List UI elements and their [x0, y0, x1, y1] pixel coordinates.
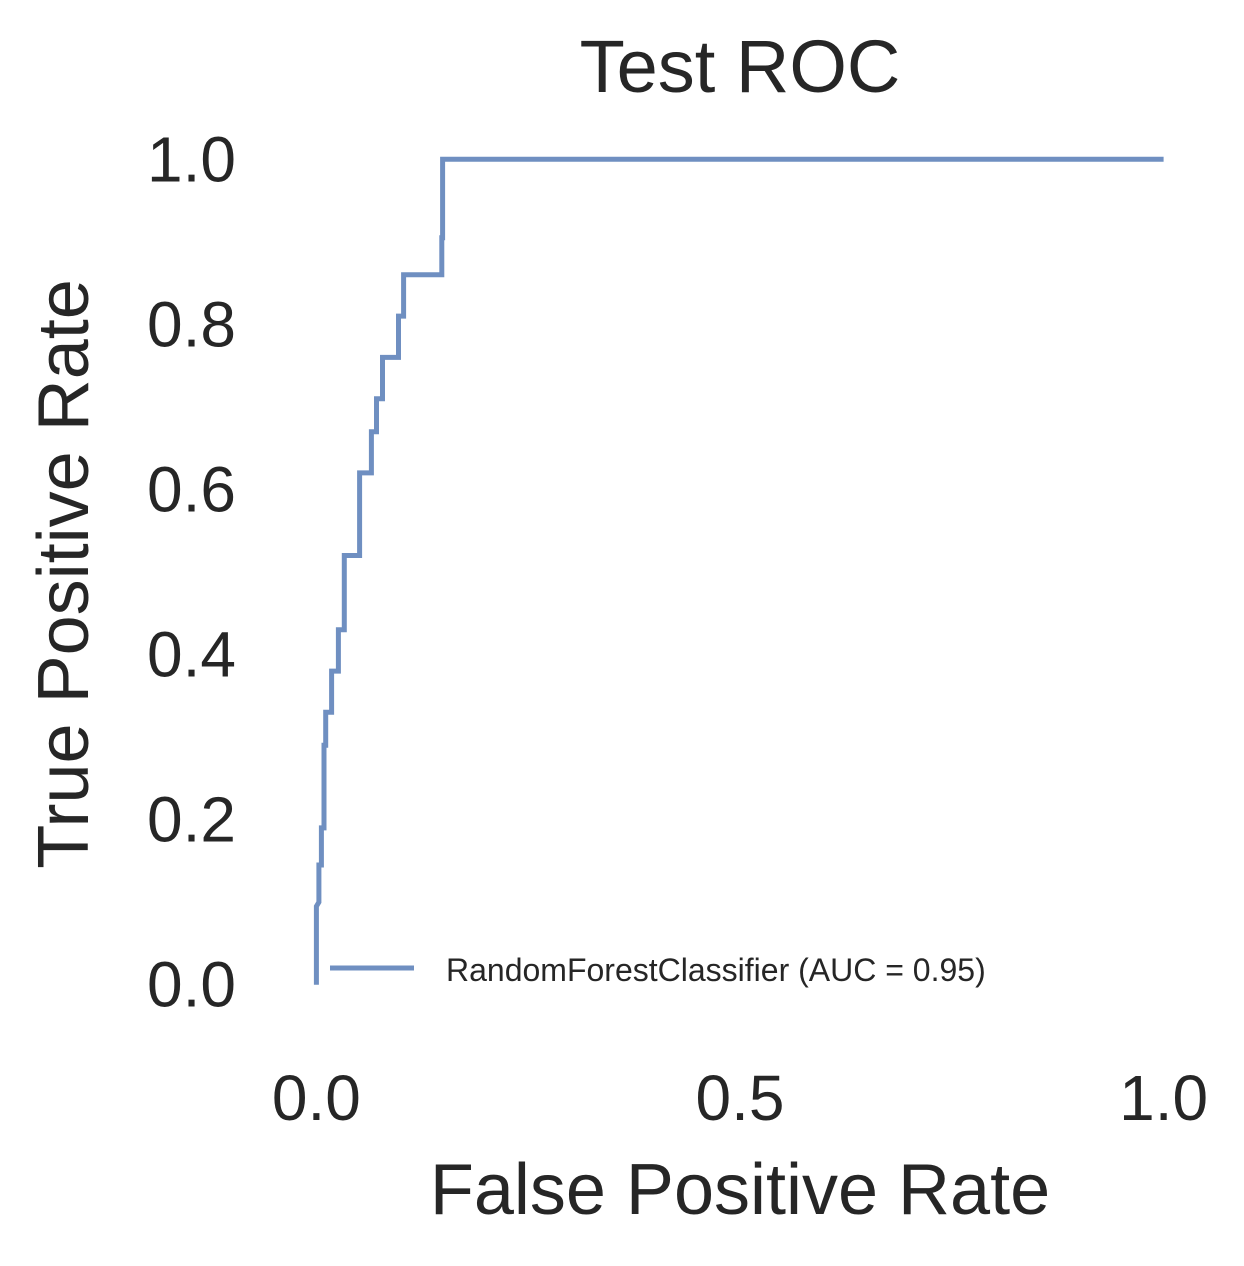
x-axis-ticks: 0.0 0.5 1.0 — [272, 1062, 1208, 1134]
y-axis-ticks: 0.0 0.2 0.4 0.6 0.8 1.0 — [147, 123, 236, 1020]
y-tick-label: 0.4 — [147, 619, 236, 691]
roc-curve-line — [313, 156, 1164, 985]
x-tick-label: 0.0 — [272, 1062, 361, 1134]
y-tick-label: 0.8 — [147, 288, 236, 360]
y-tick-label: 0.2 — [147, 784, 236, 856]
x-tick-label: 0.5 — [696, 1062, 785, 1134]
x-axis-label: False Positive Rate — [430, 1150, 1050, 1230]
legend: RandomForestClassifier (AUC = 0.95) — [330, 952, 986, 988]
y-axis-label: True Positive Rate — [24, 279, 104, 869]
plot-area — [313, 156, 1164, 985]
y-tick-label: 0.6 — [147, 453, 236, 525]
legend-entry-label: RandomForestClassifier (AUC = 0.95) — [446, 952, 986, 988]
y-tick-label: 1.0 — [147, 123, 236, 195]
x-tick-label: 1.0 — [1119, 1062, 1208, 1134]
chart-title: Test ROC — [580, 25, 901, 108]
y-tick-label: 0.0 — [147, 949, 236, 1021]
